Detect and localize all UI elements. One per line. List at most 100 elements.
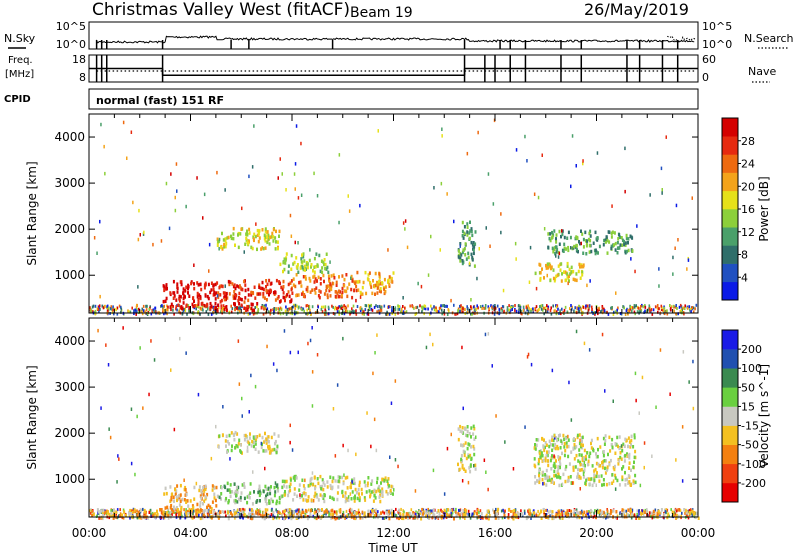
data-cell bbox=[438, 310, 440, 314]
data-cell bbox=[259, 508, 261, 512]
data-cell bbox=[521, 312, 523, 316]
data-cell bbox=[427, 507, 429, 511]
data-cell bbox=[559, 268, 562, 272]
data-cell bbox=[338, 289, 340, 293]
data-cell bbox=[614, 442, 617, 446]
data-cell bbox=[408, 513, 411, 518]
data-cell bbox=[270, 289, 272, 293]
data-cell bbox=[179, 499, 182, 503]
data-cell bbox=[202, 502, 204, 506]
data-cell bbox=[355, 284, 358, 289]
data-cell bbox=[434, 516, 437, 520]
data-cell bbox=[89, 509, 91, 513]
data-cell bbox=[556, 247, 559, 252]
data-cell bbox=[284, 298, 286, 303]
data-cell bbox=[323, 499, 326, 504]
data-cell bbox=[203, 192, 206, 197]
data-cell bbox=[599, 310, 602, 314]
data-cell bbox=[154, 512, 157, 516]
data-cell bbox=[365, 304, 368, 308]
data-cell bbox=[173, 499, 175, 503]
data-cell bbox=[389, 455, 391, 459]
data-cell bbox=[345, 496, 348, 501]
data-cell bbox=[282, 517, 284, 520]
data-cell bbox=[229, 494, 232, 499]
data-cell bbox=[196, 510, 199, 515]
data-cell bbox=[472, 444, 475, 449]
data-cell bbox=[344, 491, 347, 495]
data-cell bbox=[251, 439, 254, 444]
data-cell bbox=[227, 510, 230, 515]
data-cell bbox=[358, 480, 361, 485]
data-cell bbox=[577, 513, 580, 518]
data-cell bbox=[464, 441, 467, 445]
data-cell bbox=[552, 268, 555, 272]
data-cell bbox=[336, 497, 339, 502]
data-cell bbox=[463, 467, 466, 471]
data-cell bbox=[642, 305, 644, 309]
data-cell bbox=[459, 304, 461, 308]
data-cell bbox=[224, 297, 227, 302]
data-cell bbox=[571, 481, 574, 485]
data-cell bbox=[106, 304, 109, 308]
data-cell bbox=[351, 490, 354, 494]
data-cell bbox=[545, 483, 548, 487]
data-cell bbox=[580, 453, 583, 457]
data-cell bbox=[537, 461, 540, 466]
data-cell bbox=[471, 258, 474, 262]
data-cell bbox=[283, 267, 286, 272]
data-cell bbox=[628, 514, 630, 518]
data-cell bbox=[110, 514, 112, 518]
data-cell bbox=[496, 304, 499, 308]
data-cell bbox=[618, 233, 621, 237]
data-cell bbox=[463, 453, 466, 458]
data-cell bbox=[651, 312, 654, 316]
data-cell bbox=[123, 510, 126, 514]
data-cell bbox=[551, 435, 554, 439]
data-cell bbox=[564, 467, 567, 472]
data-cell bbox=[525, 305, 528, 309]
x-tick-label: 12:00 bbox=[376, 526, 411, 540]
data-cell bbox=[675, 509, 678, 513]
data-cell bbox=[562, 433, 565, 438]
data-cell bbox=[294, 162, 297, 166]
colorbar-tick-label: 4 bbox=[741, 271, 748, 284]
data-cell bbox=[106, 309, 109, 313]
data-cell bbox=[387, 511, 390, 516]
data-cell bbox=[89, 511, 92, 515]
data-cell bbox=[555, 310, 558, 314]
data-cell bbox=[453, 517, 455, 521]
data-cell bbox=[433, 308, 436, 312]
data-cell bbox=[380, 490, 383, 494]
data-cell bbox=[259, 286, 262, 290]
data-cell bbox=[473, 447, 476, 451]
data-cell bbox=[370, 285, 373, 289]
data-cell bbox=[440, 181, 443, 186]
data-cell bbox=[555, 254, 557, 258]
data-cell bbox=[374, 351, 376, 355]
data-cell bbox=[213, 486, 216, 490]
data-cell bbox=[579, 265, 581, 269]
data-cell bbox=[284, 258, 287, 262]
data-cell bbox=[309, 511, 312, 515]
data-cell bbox=[352, 481, 355, 485]
data-cell bbox=[486, 509, 488, 513]
data-cell bbox=[520, 309, 523, 313]
data-cell bbox=[575, 513, 578, 517]
data-cell bbox=[571, 305, 573, 309]
data-cell bbox=[118, 457, 120, 461]
data-cell bbox=[275, 501, 278, 506]
data-cell bbox=[487, 172, 490, 176]
data-cell bbox=[584, 454, 587, 459]
data-cell bbox=[625, 236, 628, 241]
data-cell bbox=[627, 444, 629, 449]
data-cell bbox=[378, 289, 381, 293]
data-cell bbox=[277, 489, 280, 493]
data-cell bbox=[370, 490, 373, 494]
data-cell bbox=[553, 481, 555, 485]
data-cell bbox=[185, 516, 188, 520]
data-cell bbox=[665, 135, 667, 139]
data-cell bbox=[586, 477, 589, 481]
data-cell bbox=[261, 435, 264, 440]
